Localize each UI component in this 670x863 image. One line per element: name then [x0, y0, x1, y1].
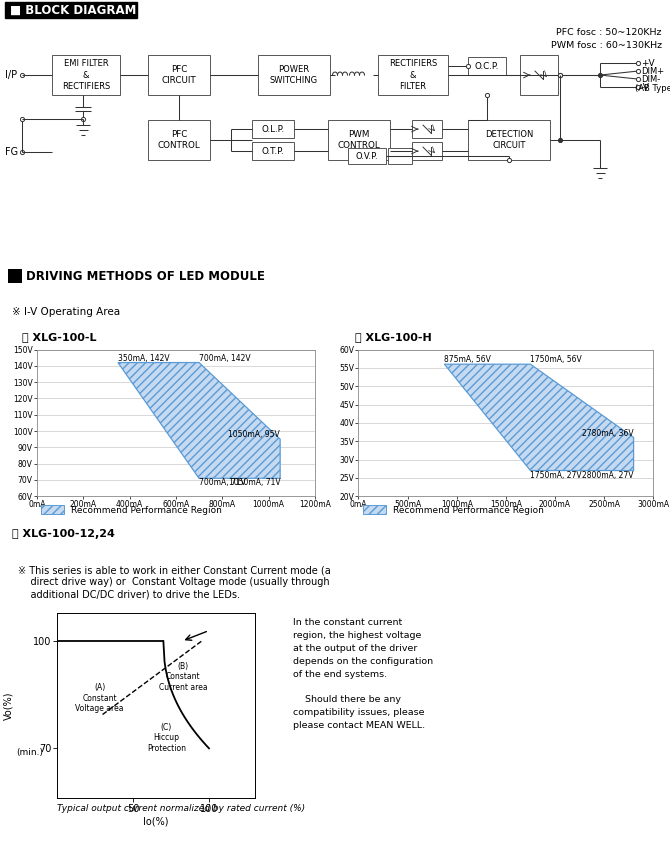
Bar	[148, 55, 210, 95]
Text: PWM
CONTROL: PWM CONTROL	[338, 130, 381, 150]
Text: PFC fosc : 50~120KHz
PWM fosc : 60~130KHz: PFC fosc : 50~120KHz PWM fosc : 60~130KH…	[551, 28, 662, 49]
Legend: Recommend Performance Region: Recommend Performance Region	[363, 506, 543, 514]
Text: 2800mA, 27V: 2800mA, 27V	[582, 470, 634, 480]
Text: O.L.P.: O.L.P.	[261, 124, 285, 134]
Text: 1050mA, 71V: 1050mA, 71V	[228, 478, 280, 488]
Text: FG: FG	[5, 147, 18, 157]
Text: 350mA, 142V: 350mA, 142V	[118, 354, 170, 362]
Text: DIM+: DIM+	[641, 66, 664, 76]
Text: +V: +V	[641, 59, 655, 67]
Text: In the constant current
region, the highest voltage
at the output of the driver
: In the constant current region, the high…	[293, 618, 433, 730]
Text: DETECTION
CIRCUIT: DETECTION CIRCUIT	[485, 130, 533, 150]
Bar	[148, 120, 210, 161]
Text: O.T.P.: O.T.P.	[262, 147, 284, 155]
Bar	[252, 120, 294, 138]
Text: ※ I-V Operating Area: ※ I-V Operating Area	[12, 307, 120, 317]
Text: Ⓒ XLG-100-H: Ⓒ XLG-100-H	[355, 331, 431, 342]
Polygon shape	[118, 362, 280, 478]
Text: EMI FILTER
&
RECTIFIERS: EMI FILTER & RECTIFIERS	[62, 60, 110, 91]
Text: I/P: I/P	[5, 70, 17, 80]
Text: DRIVING METHODS OF LED MODULE: DRIVING METHODS OF LED MODULE	[26, 270, 265, 283]
Bar	[468, 57, 506, 75]
Y-axis label: Vo(%): Vo(%)	[3, 691, 13, 720]
Text: O.C.P.: O.C.P.	[475, 61, 499, 71]
Text: ■ BLOCK DIAGRAM: ■ BLOCK DIAGRAM	[10, 3, 137, 16]
Text: 1750mA, 27V: 1750mA, 27V	[531, 470, 582, 480]
Text: PFC
CONTROL: PFC CONTROL	[157, 130, 200, 150]
Bar	[252, 142, 294, 161]
Bar	[5, 2, 137, 18]
Bar	[412, 142, 442, 161]
Bar	[388, 148, 412, 164]
Bar	[412, 120, 442, 138]
Text: 700mA, 142V: 700mA, 142V	[199, 354, 251, 362]
Bar	[520, 55, 558, 95]
Bar	[328, 120, 390, 161]
Text: PFC
CIRCUIT: PFC CIRCUIT	[161, 65, 196, 85]
Text: (AB Type): (AB Type)	[635, 84, 670, 92]
Text: POWER
SWITCHING: POWER SWITCHING	[270, 65, 318, 85]
Text: direct drive way) or  Constant Voltage mode (usually through: direct drive way) or Constant Voltage mo…	[18, 577, 330, 587]
Text: (C)
Hiccup
Protection: (C) Hiccup Protection	[147, 722, 186, 753]
Bar	[258, 55, 330, 95]
Text: -V: -V	[641, 83, 650, 91]
Text: Ⓒ XLG-100-L: Ⓒ XLG-100-L	[22, 331, 96, 342]
Text: 1750mA, 56V: 1750mA, 56V	[531, 356, 582, 364]
Text: additional DC/DC driver) to drive the LEDs.: additional DC/DC driver) to drive the LE…	[18, 589, 240, 599]
Text: O.V.P.: O.V.P.	[356, 152, 379, 161]
Text: 700mA, 71V: 700mA, 71V	[199, 478, 246, 488]
Bar	[468, 120, 550, 161]
Bar	[8, 269, 22, 283]
Text: Ⓒ XLG-100-12,24: Ⓒ XLG-100-12,24	[12, 529, 115, 539]
Text: 2780mA, 36V: 2780mA, 36V	[582, 429, 634, 438]
Polygon shape	[444, 364, 634, 470]
Bar	[52, 55, 120, 95]
Text: (B)
Constant
Current area: (B) Constant Current area	[159, 662, 208, 692]
Text: RECTIFIERS
&
FILTER: RECTIFIERS & FILTER	[389, 60, 437, 91]
Text: Typical output current normalized by rated current (%): Typical output current normalized by rat…	[57, 804, 305, 813]
Bar	[348, 148, 386, 164]
Text: DIM-: DIM-	[641, 74, 660, 84]
X-axis label: Io(%): Io(%)	[143, 816, 169, 827]
Text: 1050mA, 95V: 1050mA, 95V	[228, 430, 280, 439]
Text: 875mA, 56V: 875mA, 56V	[444, 356, 491, 364]
Bar	[378, 55, 448, 95]
Text: (min.): (min.)	[16, 748, 43, 758]
Legend: Recommend Performance Region: Recommend Performance Region	[42, 506, 222, 514]
Text: (A)
Constant
Voltage area: (A) Constant Voltage area	[75, 683, 124, 713]
Text: ※ This series is able to work in either Constant Current mode (a: ※ This series is able to work in either …	[18, 565, 331, 575]
